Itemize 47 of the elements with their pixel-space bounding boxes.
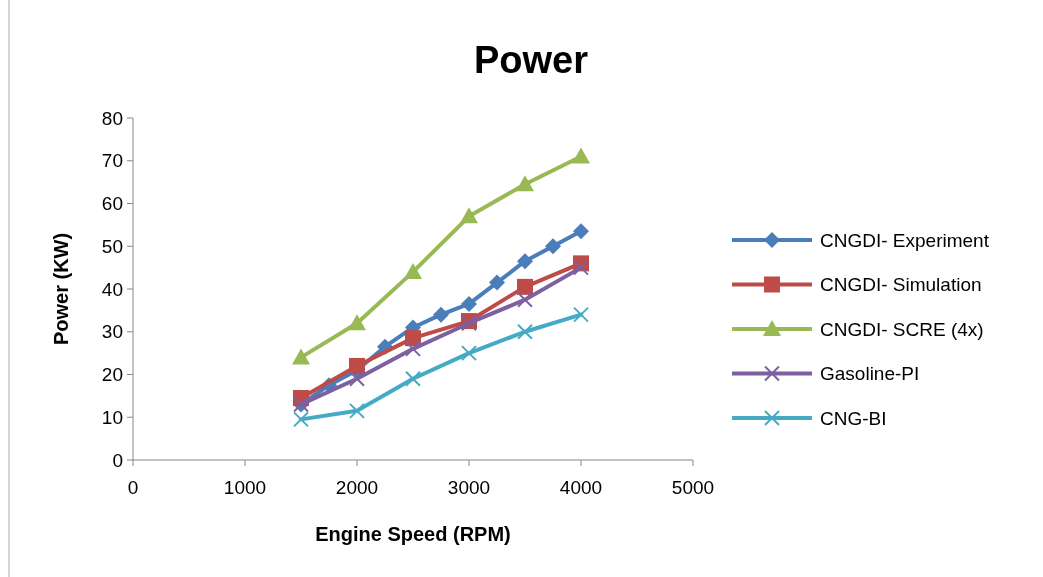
point bbox=[460, 207, 478, 224]
y-tick-label: 20 bbox=[101, 364, 123, 386]
point bbox=[349, 402, 365, 419]
legend-label: Gasoline-PI bbox=[820, 363, 920, 385]
y-tick-label: 0 bbox=[112, 449, 123, 471]
legend-label: CNG-BI bbox=[820, 407, 887, 429]
point bbox=[573, 306, 589, 323]
y-tick-label: 30 bbox=[101, 321, 123, 343]
legend-label: CNGDI- Experiment bbox=[820, 229, 990, 251]
point bbox=[405, 340, 421, 357]
point bbox=[293, 411, 309, 428]
x-tick-label: 4000 bbox=[559, 477, 603, 498]
point bbox=[489, 274, 505, 291]
point bbox=[573, 259, 589, 276]
point bbox=[348, 314, 366, 331]
point bbox=[349, 370, 365, 387]
point bbox=[517, 291, 533, 308]
point bbox=[516, 175, 534, 192]
point bbox=[573, 223, 589, 240]
x-axis-title: Engine Speed (RPM) bbox=[315, 523, 511, 545]
x-tick-label: 5000 bbox=[671, 477, 715, 498]
y-tick-label: 60 bbox=[101, 193, 123, 215]
x-tick-label: 1000 bbox=[223, 477, 267, 498]
point bbox=[292, 348, 310, 365]
y-tick-label: 70 bbox=[101, 150, 123, 172]
point bbox=[405, 370, 421, 387]
x-tick-label: 3000 bbox=[447, 477, 491, 498]
legend-label: CNGDI- SCRE (4x) bbox=[820, 318, 984, 340]
point bbox=[433, 306, 449, 323]
y-tick-label: 50 bbox=[101, 235, 123, 257]
point bbox=[517, 323, 533, 340]
point bbox=[572, 147, 590, 164]
x-tick-label: 0 bbox=[127, 477, 139, 498]
point bbox=[349, 357, 365, 374]
y-tick-label: 10 bbox=[101, 406, 123, 428]
legend-label: CNGDI- Simulation bbox=[820, 274, 982, 296]
point bbox=[517, 278, 533, 295]
y-tick-label: 40 bbox=[101, 278, 123, 300]
y-tick-label: 80 bbox=[101, 107, 123, 129]
point bbox=[517, 253, 533, 270]
y-axis-title: Power (KW) bbox=[50, 232, 72, 346]
point bbox=[461, 345, 477, 362]
chart-title: Power bbox=[473, 39, 589, 81]
point bbox=[545, 238, 561, 255]
point bbox=[404, 262, 422, 279]
x-tick-label: 2000 bbox=[335, 477, 379, 498]
point bbox=[461, 295, 477, 312]
